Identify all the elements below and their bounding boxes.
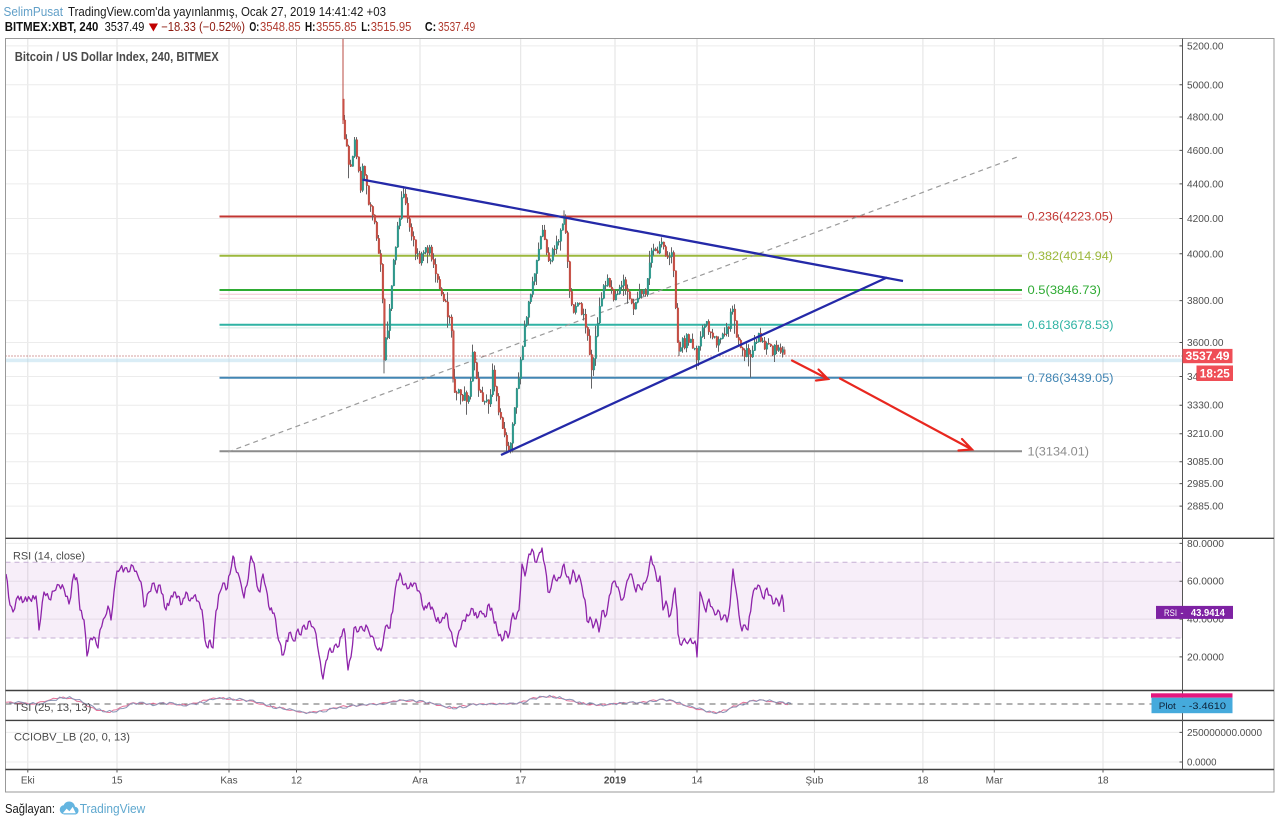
svg-text:0.786(3439.05): 0.786(3439.05): [1028, 373, 1114, 385]
svg-text:12: 12: [291, 776, 303, 787]
svg-text:3210.00: 3210.00: [1187, 429, 1224, 440]
svg-text:4000.00: 4000.00: [1187, 249, 1224, 260]
svg-text:3537.49: 3537.49: [438, 20, 475, 34]
svg-text:L:: L:: [361, 20, 370, 34]
svg-text:4200.00: 4200.00: [1187, 214, 1224, 225]
svg-text:5000.00: 5000.00: [1187, 80, 1224, 91]
svg-text:RSI: RSI: [1164, 608, 1177, 619]
svg-text:4800.00: 4800.00: [1187, 113, 1224, 124]
svg-text:SelimPusat: SelimPusat: [4, 5, 64, 19]
svg-text:Sağlayan:: Sağlayan:: [5, 802, 55, 816]
svg-text:3537.49: 3537.49: [105, 20, 145, 34]
svg-text:Şub: Şub: [806, 776, 824, 787]
svg-text:0.236(4223.05): 0.236(4223.05): [1028, 212, 1114, 224]
svg-text:Mar: Mar: [986, 776, 1004, 787]
svg-text:Eki: Eki: [21, 776, 35, 787]
svg-text:3800.00: 3800.00: [1187, 296, 1224, 307]
svg-text:3600.00: 3600.00: [1187, 338, 1224, 349]
svg-text:1(3134.01): 1(3134.01): [1028, 446, 1090, 458]
svg-text:C:: C:: [425, 20, 436, 34]
svg-text:40.0000: 40.0000: [1187, 615, 1224, 626]
svg-text:Bitcoin / US Dollar Index, 240: Bitcoin / US Dollar Index, 240, BITMEX: [15, 50, 220, 64]
svg-text:18: 18: [1097, 776, 1109, 787]
svg-text:14: 14: [691, 776, 703, 787]
svg-text:3330.00: 3330.00: [1187, 401, 1224, 412]
svg-text:3537.49: 3537.49: [1186, 351, 1230, 363]
svg-text:Plot: Plot: [1159, 701, 1176, 712]
svg-text:TradingView: TradingView: [80, 802, 147, 816]
svg-text:2985.00: 2985.00: [1187, 479, 1224, 490]
svg-text:−18.33 (−0.52%): −18.33 (−0.52%): [161, 20, 245, 34]
svg-text:TradingView.com'da yayınlanmış: TradingView.com'da yayınlanmış, Ocak 27,…: [68, 5, 386, 19]
svg-text:H:: H:: [305, 20, 315, 34]
svg-text:0.0000: 0.0000: [1187, 758, 1217, 769]
svg-text:18:25: 18:25: [1200, 368, 1231, 380]
svg-text:20.0000: 20.0000: [1187, 652, 1224, 663]
svg-text:TSI (25, 13, 13): TSI (25, 13, 13): [14, 702, 91, 714]
svg-text:60.0000: 60.0000: [1187, 577, 1224, 588]
svg-text:BITMEX:XBT, 240: BITMEX:XBT, 240: [5, 20, 99, 34]
svg-text:2885.00: 2885.00: [1187, 502, 1224, 513]
svg-text:4400.00: 4400.00: [1187, 179, 1224, 190]
svg-text:RSI (14, close): RSI (14, close): [13, 551, 85, 563]
svg-text:18: 18: [917, 776, 929, 787]
svg-text:3548.85: 3548.85: [260, 20, 301, 34]
svg-text:15: 15: [111, 776, 123, 787]
svg-text:O:: O:: [249, 20, 259, 34]
svg-text:17: 17: [515, 776, 527, 787]
svg-text:3555.85: 3555.85: [316, 20, 357, 34]
svg-text:4600.00: 4600.00: [1187, 146, 1224, 157]
svg-text:3515.95: 3515.95: [371, 20, 412, 34]
svg-text:2019: 2019: [604, 776, 627, 787]
svg-text:250000000.0000: 250000000.0000: [1187, 728, 1262, 739]
svg-text:-: -: [1181, 608, 1184, 618]
svg-text:43.9414: 43.9414: [1191, 608, 1225, 619]
svg-text:80.0000: 80.0000: [1187, 539, 1224, 550]
svg-text:0.382(4014.94): 0.382(4014.94): [1028, 251, 1114, 263]
svg-text:3085.00: 3085.00: [1187, 457, 1224, 468]
svg-text:- -3.4610: - -3.4610: [1182, 701, 1226, 712]
svg-text:0.5(3846.73): 0.5(3846.73): [1028, 285, 1102, 297]
svg-text:0.618(3678.53): 0.618(3678.53): [1028, 320, 1114, 332]
svg-text:5200.00: 5200.00: [1187, 41, 1224, 52]
svg-text:CCIOBV_LB (20, 0, 13): CCIOBV_LB (20, 0, 13): [14, 732, 130, 744]
svg-text:Kas: Kas: [220, 776, 237, 787]
svg-text:Ara: Ara: [412, 776, 428, 787]
